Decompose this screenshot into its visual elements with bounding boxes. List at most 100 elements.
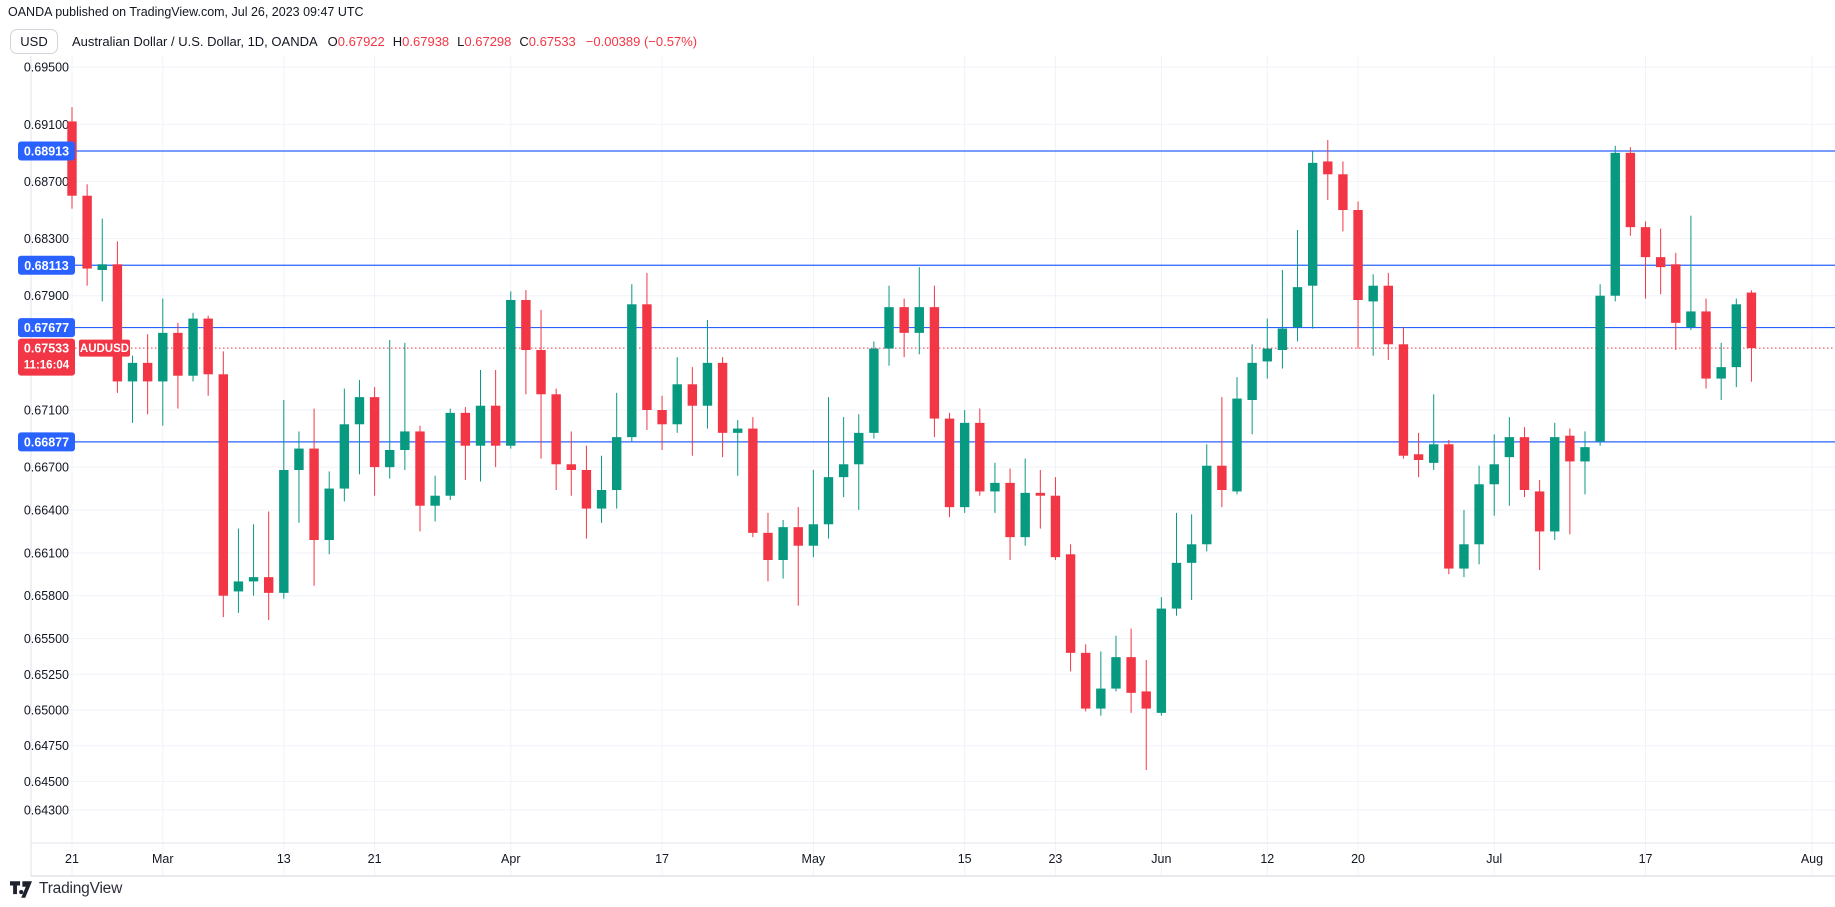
candle[interactable] xyxy=(521,290,531,395)
candle[interactable] xyxy=(415,425,425,532)
candle[interactable] xyxy=(1610,145,1620,302)
candle[interactable] xyxy=(1625,147,1636,236)
candle[interactable] xyxy=(733,420,743,476)
candle[interactable] xyxy=(385,340,395,479)
candlestick-series[interactable] xyxy=(67,107,1757,770)
candle[interactable] xyxy=(929,285,940,438)
candle[interactable] xyxy=(1474,465,1484,565)
candle[interactable] xyxy=(1686,215,1696,330)
candle[interactable] xyxy=(460,407,471,480)
candle[interactable] xyxy=(1398,327,1409,459)
candle[interactable] xyxy=(1565,428,1575,535)
candle[interactable] xyxy=(1232,377,1242,495)
candle[interactable] xyxy=(536,310,546,459)
candle[interactable] xyxy=(1111,635,1121,692)
candle[interactable] xyxy=(1640,221,1651,299)
candle[interactable] xyxy=(1534,480,1545,570)
candle[interactable] xyxy=(294,431,304,523)
candle[interactable] xyxy=(596,455,607,523)
candle[interactable] xyxy=(1186,514,1197,600)
candle[interactable] xyxy=(1595,284,1605,446)
candle[interactable] xyxy=(1368,274,1378,356)
candle[interactable] xyxy=(248,524,259,596)
candle[interactable] xyxy=(430,475,440,522)
candle[interactable] xyxy=(82,184,92,286)
candle[interactable] xyxy=(1323,140,1333,200)
candle[interactable] xyxy=(127,355,138,423)
candle[interactable] xyxy=(899,298,909,358)
candle[interactable] xyxy=(1307,151,1318,329)
candle[interactable] xyxy=(611,392,622,509)
candle[interactable] xyxy=(687,367,698,456)
candle[interactable] xyxy=(1262,318,1272,379)
candle[interactable] xyxy=(1655,228,1666,295)
candle[interactable] xyxy=(263,511,274,620)
candle[interactable] xyxy=(339,388,350,502)
candle[interactable] xyxy=(279,400,289,599)
candle[interactable] xyxy=(1005,468,1015,560)
candle[interactable] xyxy=(1065,544,1076,672)
candle[interactable] xyxy=(1096,651,1106,716)
candle[interactable] xyxy=(1701,298,1711,389)
candle[interactable] xyxy=(551,388,561,490)
candle[interactable] xyxy=(581,445,592,539)
tradingview-footer-logo[interactable]: TradingView xyxy=(10,880,122,898)
candle[interactable] xyxy=(400,342,410,470)
candle[interactable] xyxy=(702,320,713,429)
candle[interactable] xyxy=(778,520,788,579)
candle[interactable] xyxy=(1141,660,1151,770)
candle[interactable] xyxy=(1444,440,1454,575)
candle[interactable] xyxy=(1292,230,1303,342)
candle[interactable] xyxy=(627,284,637,442)
candle[interactable] xyxy=(506,291,516,449)
candle[interactable] xyxy=(1459,510,1469,578)
candle[interactable] xyxy=(763,512,773,582)
candle[interactable] xyxy=(642,272,652,430)
candle[interactable] xyxy=(158,298,168,426)
candle[interactable] xyxy=(1429,394,1439,470)
candle[interactable] xyxy=(1746,290,1757,382)
candle[interactable] xyxy=(1489,434,1499,516)
candle[interactable] xyxy=(1413,432,1424,478)
candle[interactable] xyxy=(1202,444,1212,552)
candle[interactable] xyxy=(1247,344,1257,435)
candle[interactable] xyxy=(1081,644,1091,712)
candle[interactable] xyxy=(309,408,319,586)
candle[interactable] xyxy=(1580,431,1590,495)
candle[interactable] xyxy=(112,241,123,393)
candle[interactable] xyxy=(717,357,728,458)
candle[interactable] xyxy=(823,397,834,539)
candle[interactable] xyxy=(142,334,153,415)
candle[interactable] xyxy=(1156,597,1167,716)
candle[interactable] xyxy=(173,322,183,409)
candle[interactable] xyxy=(1504,417,1515,506)
candle[interactable] xyxy=(188,312,198,382)
candle[interactable] xyxy=(1020,458,1030,546)
candle[interactable] xyxy=(233,528,244,613)
candle[interactable] xyxy=(1126,628,1136,713)
candle[interactable] xyxy=(1035,470,1046,529)
candle[interactable] xyxy=(975,408,985,496)
candle[interactable] xyxy=(324,471,334,555)
candle[interactable] xyxy=(1277,270,1288,369)
candle[interactable] xyxy=(369,387,380,496)
quote-currency-button[interactable]: USD xyxy=(10,29,58,54)
candle[interactable] xyxy=(959,410,970,513)
candle[interactable] xyxy=(990,462,1000,513)
candle[interactable] xyxy=(1550,422,1560,540)
candle[interactable] xyxy=(1731,298,1741,388)
candle[interactable] xyxy=(203,315,213,396)
candle[interactable] xyxy=(1338,161,1348,232)
candle[interactable] xyxy=(445,408,455,500)
candle[interactable] xyxy=(218,351,228,618)
candle[interactable] xyxy=(884,285,894,366)
candle[interactable] xyxy=(838,417,849,498)
candle[interactable] xyxy=(944,412,955,518)
candle[interactable] xyxy=(1171,512,1182,616)
candle[interactable] xyxy=(475,370,486,482)
candle[interactable] xyxy=(1671,252,1681,350)
candle[interactable] xyxy=(1383,272,1394,360)
candle[interactable] xyxy=(808,470,819,558)
candle[interactable] xyxy=(1217,397,1227,508)
